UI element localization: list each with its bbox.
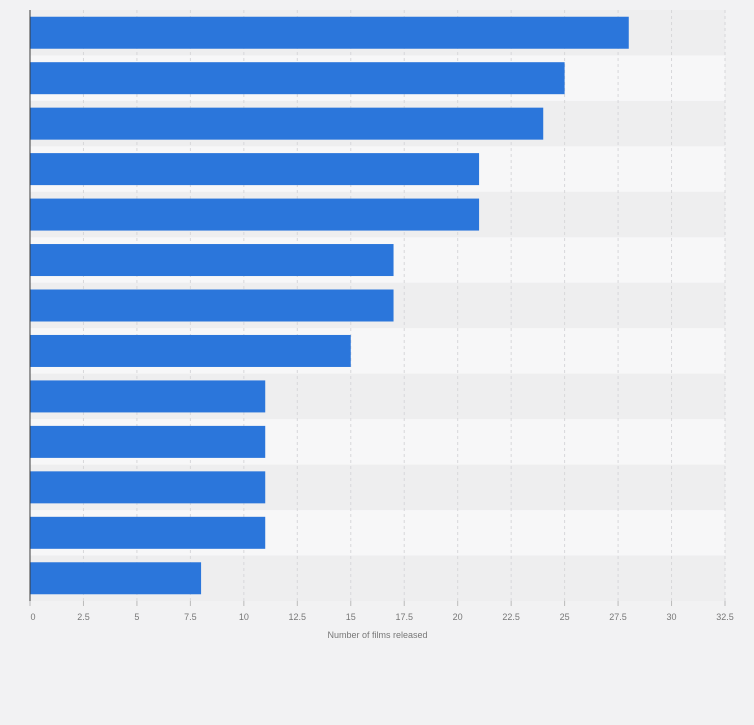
x-axis-label: Number of films released: [327, 630, 427, 640]
bar[interactable]: [30, 425, 266, 458]
tick-label: 5: [134, 612, 139, 622]
bar[interactable]: [30, 289, 394, 322]
tick-label: 20: [453, 612, 463, 622]
bars: [30, 16, 629, 595]
bar[interactable]: [30, 334, 351, 367]
x-axis-ticks: 0 2.5 5 7.5 10 12.5 15 17.5 20 22.5 25 27.5 30 32.5: [29, 601, 734, 622]
tick-label: 22.5: [502, 612, 520, 622]
bar[interactable]: [30, 153, 480, 186]
tick-label: 7.5: [184, 612, 197, 622]
bar[interactable]: [30, 62, 565, 95]
bar[interactable]: [30, 562, 202, 595]
tick-label: 17.5: [395, 612, 413, 622]
bar[interactable]: [30, 198, 480, 231]
bar[interactable]: [30, 471, 266, 504]
tick-label: 27.5: [609, 612, 627, 622]
bar[interactable]: [30, 107, 544, 140]
bar[interactable]: [30, 16, 629, 49]
tick-label: 15: [346, 612, 356, 622]
tick-label: 10: [239, 612, 249, 622]
tick-label: 2.5: [77, 612, 90, 622]
tick-label: 0: [30, 612, 35, 622]
bar[interactable]: [30, 516, 266, 549]
tick-label: 25: [560, 612, 570, 622]
tick-label: 30: [667, 612, 677, 622]
tick-label: 12.5: [289, 612, 307, 622]
bar[interactable]: [30, 380, 266, 413]
tick-label: 32.5: [716, 612, 734, 622]
bar[interactable]: [30, 244, 394, 277]
